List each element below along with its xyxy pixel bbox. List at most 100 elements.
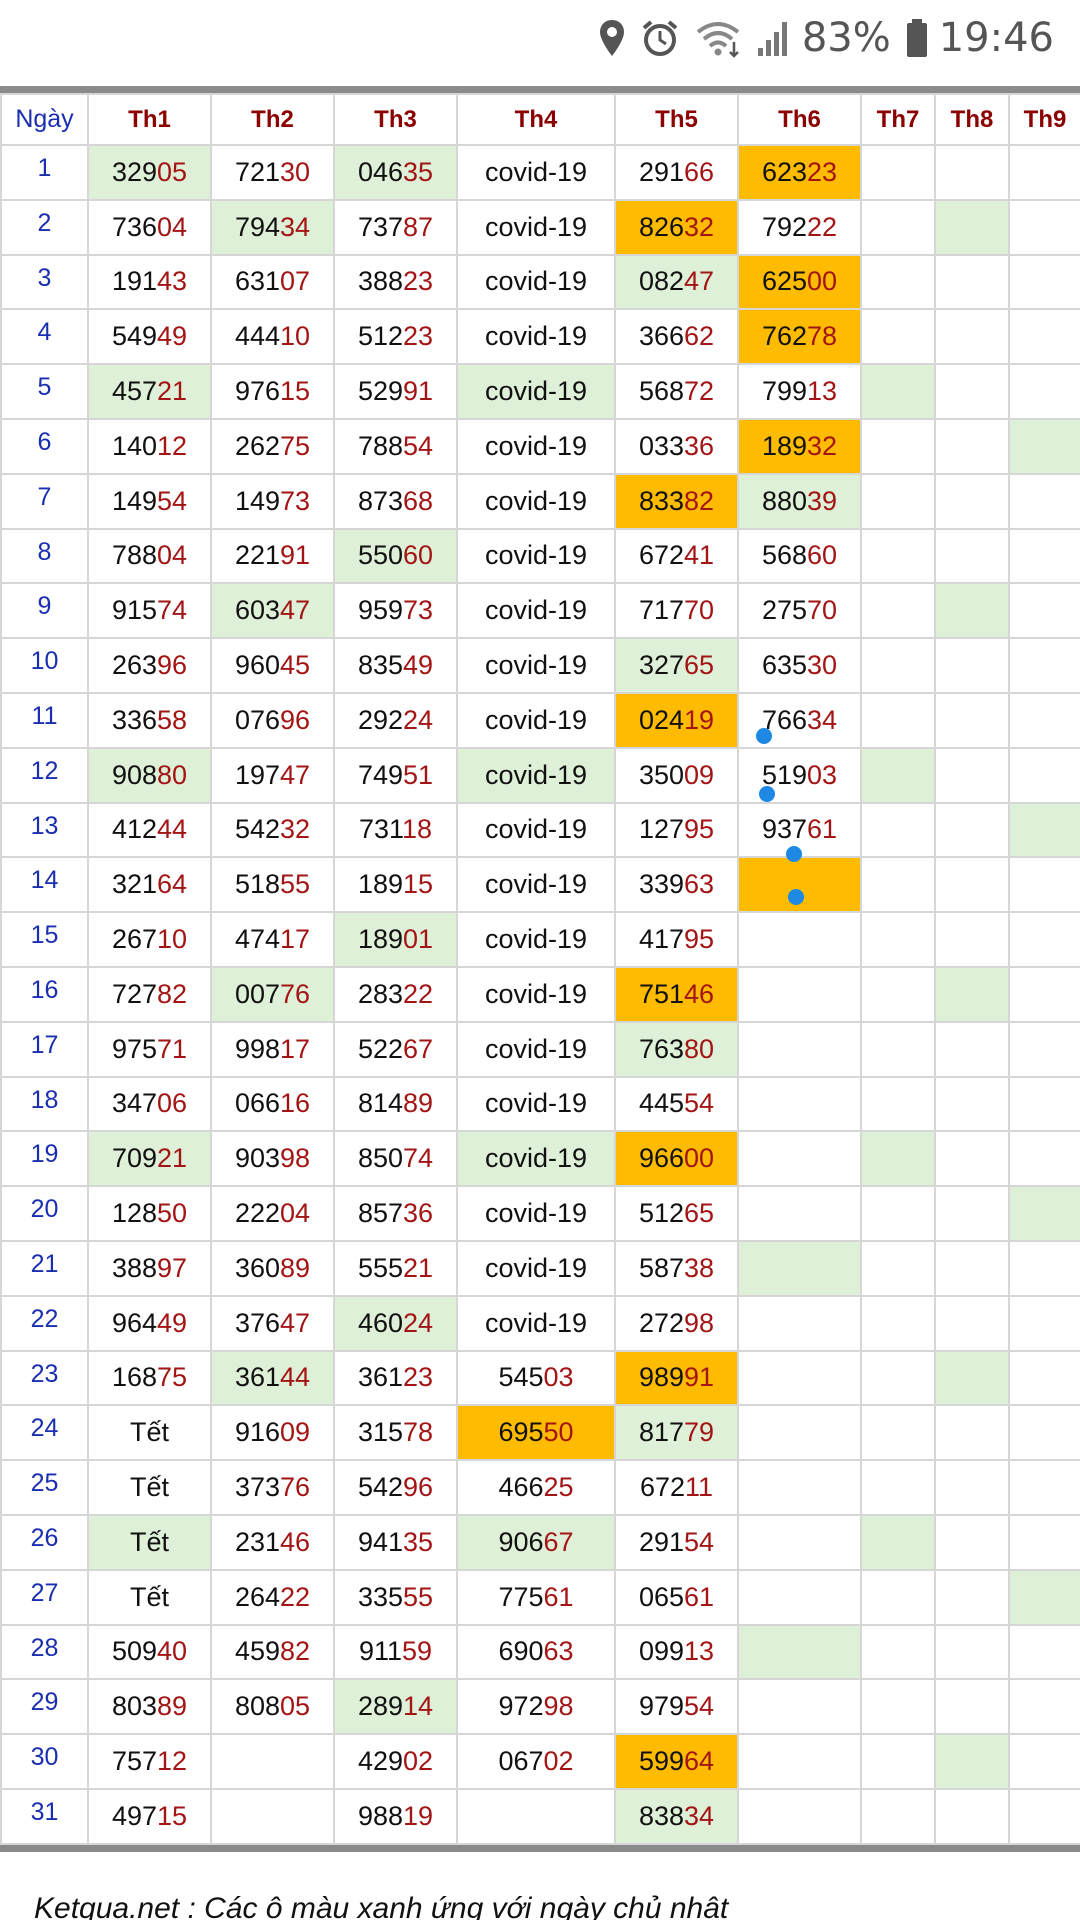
table-row: 7 14954 14973 87368 covid-19 83382 88039: [0, 472, 1080, 530]
result-cell: 56860: [737, 527, 862, 585]
result-head-digits: 289: [357, 1691, 403, 1722]
result-cell: 79434: [210, 198, 335, 256]
result-head-digits: 717: [638, 595, 684, 626]
result-tail-digits: 51: [403, 759, 434, 790]
result-head-digits: 388: [111, 1252, 157, 1283]
result-cell: 81779: [614, 1404, 739, 1462]
result-head-digits: 529: [357, 376, 403, 407]
result-cell: 44554: [614, 1075, 739, 1133]
result-cell: [860, 1678, 936, 1736]
table-row: 15 26710 47417 18901 covid-19 41795: [0, 911, 1080, 968]
result-cell: [860, 1623, 936, 1681]
result-cell: 18901: [333, 911, 458, 968]
result-cell: [860, 1075, 936, 1133]
result-tail-digits: 23: [403, 321, 434, 352]
result-head-digits: 906: [498, 1526, 544, 1557]
result-cell: 42902: [333, 1733, 458, 1790]
result-cell: 37647: [210, 1294, 335, 1352]
result-head-digits: 388: [357, 266, 403, 297]
result-cell: [1008, 527, 1080, 585]
result-tail-digits: 24: [403, 1307, 434, 1338]
result-cell: 91574: [87, 582, 212, 640]
result-tail-digits: 13: [684, 1636, 715, 1667]
result-cell: covid-19: [456, 582, 616, 640]
result-tail-digits: 32: [280, 814, 311, 845]
result-tail-digits: 54: [684, 1088, 715, 1119]
day-number: 2: [0, 198, 89, 256]
result-head-digits: 412: [111, 814, 157, 845]
result-cell: Tết: [87, 1459, 212, 1516]
result-head-digits: 444: [234, 321, 280, 352]
result-cell: 51855: [210, 856, 335, 914]
result-tail-digits: 60: [807, 540, 838, 571]
result-head-digits: 908: [111, 759, 157, 790]
result-cell: 04635: [333, 144, 458, 201]
result-tail-digits: 65: [684, 650, 715, 681]
day-number: 10: [0, 637, 89, 694]
result-cell: 83834: [614, 1787, 739, 1845]
result-tail-digits: 34: [280, 211, 311, 242]
result-tail-digits: 64: [157, 869, 188, 900]
result-head-digits: 267: [111, 924, 157, 955]
day-number: 20: [0, 1185, 89, 1242]
result-tail-digits: 49: [157, 321, 188, 352]
result-tail-digits: 06: [157, 1088, 188, 1119]
result-head-digits: 361: [357, 1362, 403, 1393]
result-cell: [934, 1459, 1010, 1516]
result-cell: 70921: [87, 1130, 212, 1188]
result-tail-digits: 58: [157, 704, 188, 735]
result-cell: [737, 1733, 862, 1790]
table-row: 16 72782 00776 28322 covid-19 75146: [0, 965, 1080, 1023]
result-head-digits: 149: [234, 485, 280, 516]
result-cell: 18915: [333, 856, 458, 914]
result-tail-digits: 36: [684, 430, 715, 461]
result-head-digits: 512: [638, 1198, 684, 1229]
result-cell: 54503: [456, 1349, 616, 1407]
result-tail-digits: 13: [807, 376, 838, 407]
result-head-digits: 291: [638, 156, 684, 187]
result-head-digits: 321: [111, 869, 157, 900]
result-head-digits: 737: [357, 211, 403, 242]
result-cell: [1008, 1130, 1080, 1188]
result-head-digits: covid-19: [484, 978, 588, 1009]
result-cell: 55521: [333, 1239, 458, 1297]
result-tail-digits: 82: [157, 978, 188, 1009]
result-head-digits: 497: [111, 1800, 157, 1831]
day-number: 22: [0, 1294, 89, 1352]
result-cell: 96449: [87, 1294, 212, 1352]
result-tail-digits: 62: [684, 321, 715, 352]
result-head-digits: 127: [638, 814, 684, 845]
result-cell: 06702: [456, 1733, 616, 1790]
result-tail-digits: 91: [403, 376, 434, 407]
table-row: 31 49715 98819 83834: [0, 1787, 1080, 1845]
result-tail-digits: 60: [403, 540, 434, 571]
result-cell: 51265: [614, 1185, 739, 1242]
result-tail-digits: 32: [807, 430, 838, 461]
result-tail-digits: 80: [157, 759, 188, 790]
result-head-digits: 757: [111, 1746, 157, 1776]
touch-dot: [788, 889, 804, 905]
result-tail-digits: 63: [543, 1636, 574, 1667]
result-head-digits: 263: [111, 650, 157, 681]
result-cell: 26396: [87, 637, 212, 694]
result-head-digits: covid-19: [484, 376, 588, 407]
result-tail-digits: 05: [280, 1691, 311, 1722]
result-head-digits: 631: [234, 266, 280, 297]
result-cell: 75712: [87, 1733, 212, 1790]
table-row: 2 73604 79434 73787 covid-19 82632 79222: [0, 198, 1080, 256]
result-head-digits: 792: [761, 211, 807, 242]
result-cell: 41795: [614, 911, 739, 968]
col-header-th7: Th7: [860, 93, 936, 146]
result-cell: [934, 1678, 1010, 1736]
result-tail-digits: 47: [280, 1307, 311, 1338]
result-head-digits: 339: [638, 869, 684, 900]
result-cell: covid-19: [456, 308, 616, 366]
result-cell: [737, 1294, 862, 1352]
col-header-th3: Th3: [333, 93, 458, 146]
result-cell: 95973: [333, 582, 458, 640]
result-head-digits: 459: [234, 1636, 280, 1667]
result-head-digits: 695: [498, 1417, 544, 1448]
result-tail-digits: 61: [684, 1581, 715, 1612]
result-head-digits: 873: [357, 485, 403, 516]
result-tail-digits: 61: [543, 1581, 574, 1612]
